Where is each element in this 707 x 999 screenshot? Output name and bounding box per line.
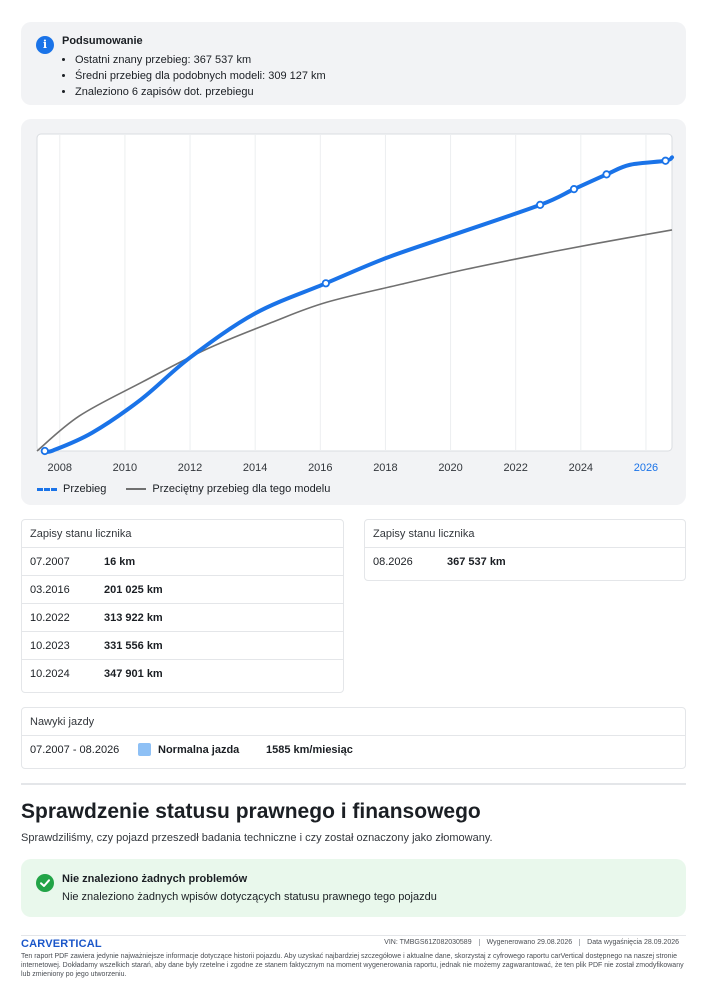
table-row: 10.2024 347 901 km — [22, 660, 343, 688]
data-point — [40, 446, 49, 456]
chart-legend: Przebieg Przeciętny przebieg dla tego mo… — [37, 483, 350, 495]
x-tick-label: 2018 — [373, 462, 397, 474]
x-tick-label: 2014 — [243, 462, 267, 474]
status-ok-box: Nie znaleziono żadnych problemów Nie zna… — [21, 859, 686, 917]
status-ok-title: Nie znaleziono żadnych problemów — [62, 873, 248, 885]
summary-item: Średni przebieg dla podobnych modeli: 30… — [75, 68, 326, 84]
driving-style-swatch — [138, 743, 151, 756]
series-line-average — [36, 229, 673, 452]
legend-label: Przebieg — [63, 483, 107, 495]
legend-swatch-grey — [126, 488, 147, 490]
section-title: Sprawdzenie statusu prawnego i finansowe… — [21, 800, 481, 823]
summary-title: Podsumowanie — [62, 35, 143, 47]
plot-area — [36, 133, 673, 452]
row-date: 10.2023 — [30, 640, 70, 652]
x-tick-label: 2012 — [178, 462, 202, 474]
legend-swatch-blue — [37, 487, 57, 491]
driving-period: 07.2007 - 08.2026 — [30, 744, 120, 756]
mileage-chart-card: 2008 2010 2012 2014 2016 2018 2020 2022 2024 2026… — [21, 119, 686, 505]
driving-habits-table: Nawyki jazdy 07.2007 - 08.2026 Normalna … — [21, 707, 686, 769]
row-date: 07.2007 — [30, 556, 70, 568]
legend-label: Przeciętny przebieg dla tego modelu — [152, 483, 331, 495]
table-row: 08.2026 367 537 km — [365, 548, 685, 576]
series-line-przebieg — [42, 155, 674, 454]
driving-style: Normalna jazda — [138, 736, 266, 764]
table-title: Zapisy stanu licznika — [365, 520, 685, 548]
table-row: 03.2016 201 025 km — [22, 576, 343, 604]
data-point — [602, 170, 611, 179]
odometer-table-1: Zapisy stanu licznika 07.2007 16 km 03.20… — [21, 519, 344, 693]
footer-vin: VIN: TMBGS61Z082030589 — [384, 939, 472, 946]
data-point — [569, 185, 579, 194]
summary-list: Ostatni znany przebieg: 367 537 km Średn… — [75, 52, 326, 100]
table-title: Zapisy stanu licznika — [22, 520, 343, 548]
summary-item: Znaleziono 6 zapisów dot. przebiegu — [75, 84, 326, 100]
data-point — [536, 200, 545, 210]
row-date: 08.2026 — [373, 556, 413, 568]
row-value: 347 901 km — [104, 668, 163, 680]
footer-generated: Wygenerowano 29.08.2026 — [478, 939, 580, 946]
footer-meta: VIN: TMBGS61Z082030589 Wygenerowano 29.0… — [377, 939, 686, 946]
table-row: 10.2022 313 922 km — [22, 604, 343, 632]
summary-box: i Podsumowanie Ostatni znany przebieg: 3… — [21, 22, 686, 105]
x-tick-label: 2008 — [48, 462, 72, 474]
row-value: 367 537 km — [447, 556, 506, 568]
table-row: 10.2023 331 556 km — [22, 632, 343, 660]
section-description: Sprawdziliśmy, czy pojazd przeszedł bada… — [21, 832, 493, 844]
table-row: 07.2007 16 km — [22, 548, 343, 576]
legend-item-average: Przeciętny przebieg dla tego modelu — [126, 483, 330, 495]
x-tick-label: 2020 — [438, 462, 462, 474]
table-row: 07.2007 - 08.2026 Normalna jazda 1585 km… — [22, 736, 685, 764]
odometer-table-2: Zapisy stanu licznika 08.2026 367 537 km — [364, 519, 686, 581]
x-tick-label: 2016 — [308, 462, 332, 474]
row-value: 313 922 km — [104, 612, 163, 624]
x-tick-label: 2010 — [113, 462, 137, 474]
info-icon: i — [36, 36, 54, 54]
data-point — [661, 156, 670, 165]
x-tick-label: 2022 — [503, 462, 527, 474]
footer-disclaimer: Ten raport PDF zawiera jedynie najważnie… — [21, 953, 684, 978]
check-circle-icon — [36, 874, 54, 892]
table-title: Nawyki jazdy — [22, 708, 685, 736]
row-value: 201 025 km — [104, 584, 163, 596]
row-date: 03.2016 — [30, 584, 70, 596]
row-date: 10.2022 — [30, 612, 70, 624]
driving-style-label: Normalna jazda — [158, 744, 240, 756]
section-divider — [21, 783, 686, 785]
status-ok-text: Nie znaleziono żadnych wpisów dotyczącyc… — [62, 891, 437, 903]
row-value: 16 km — [104, 556, 136, 568]
legend-item-przebieg: Przebieg — [37, 483, 106, 495]
row-date: 10.2024 — [30, 668, 70, 680]
x-tick-label: 2024 — [569, 462, 593, 474]
footer-divider — [21, 935, 686, 936]
carvertical-logo: CARVERTICAL — [21, 938, 102, 950]
summary-item: Ostatni znany przebieg: 367 537 km — [75, 52, 326, 68]
driving-rate: 1585 km/miesiąc — [266, 744, 353, 756]
mileage-chart: 2008 2010 2012 2014 2016 2018 2020 2022 2024 2026 — [36, 133, 674, 474]
data-point — [321, 279, 330, 288]
footer-expires: Data wygaśnięcia 28.09.2026 — [579, 939, 686, 946]
row-value: 331 556 km — [104, 640, 163, 652]
x-tick-label: 2026 — [634, 462, 658, 474]
